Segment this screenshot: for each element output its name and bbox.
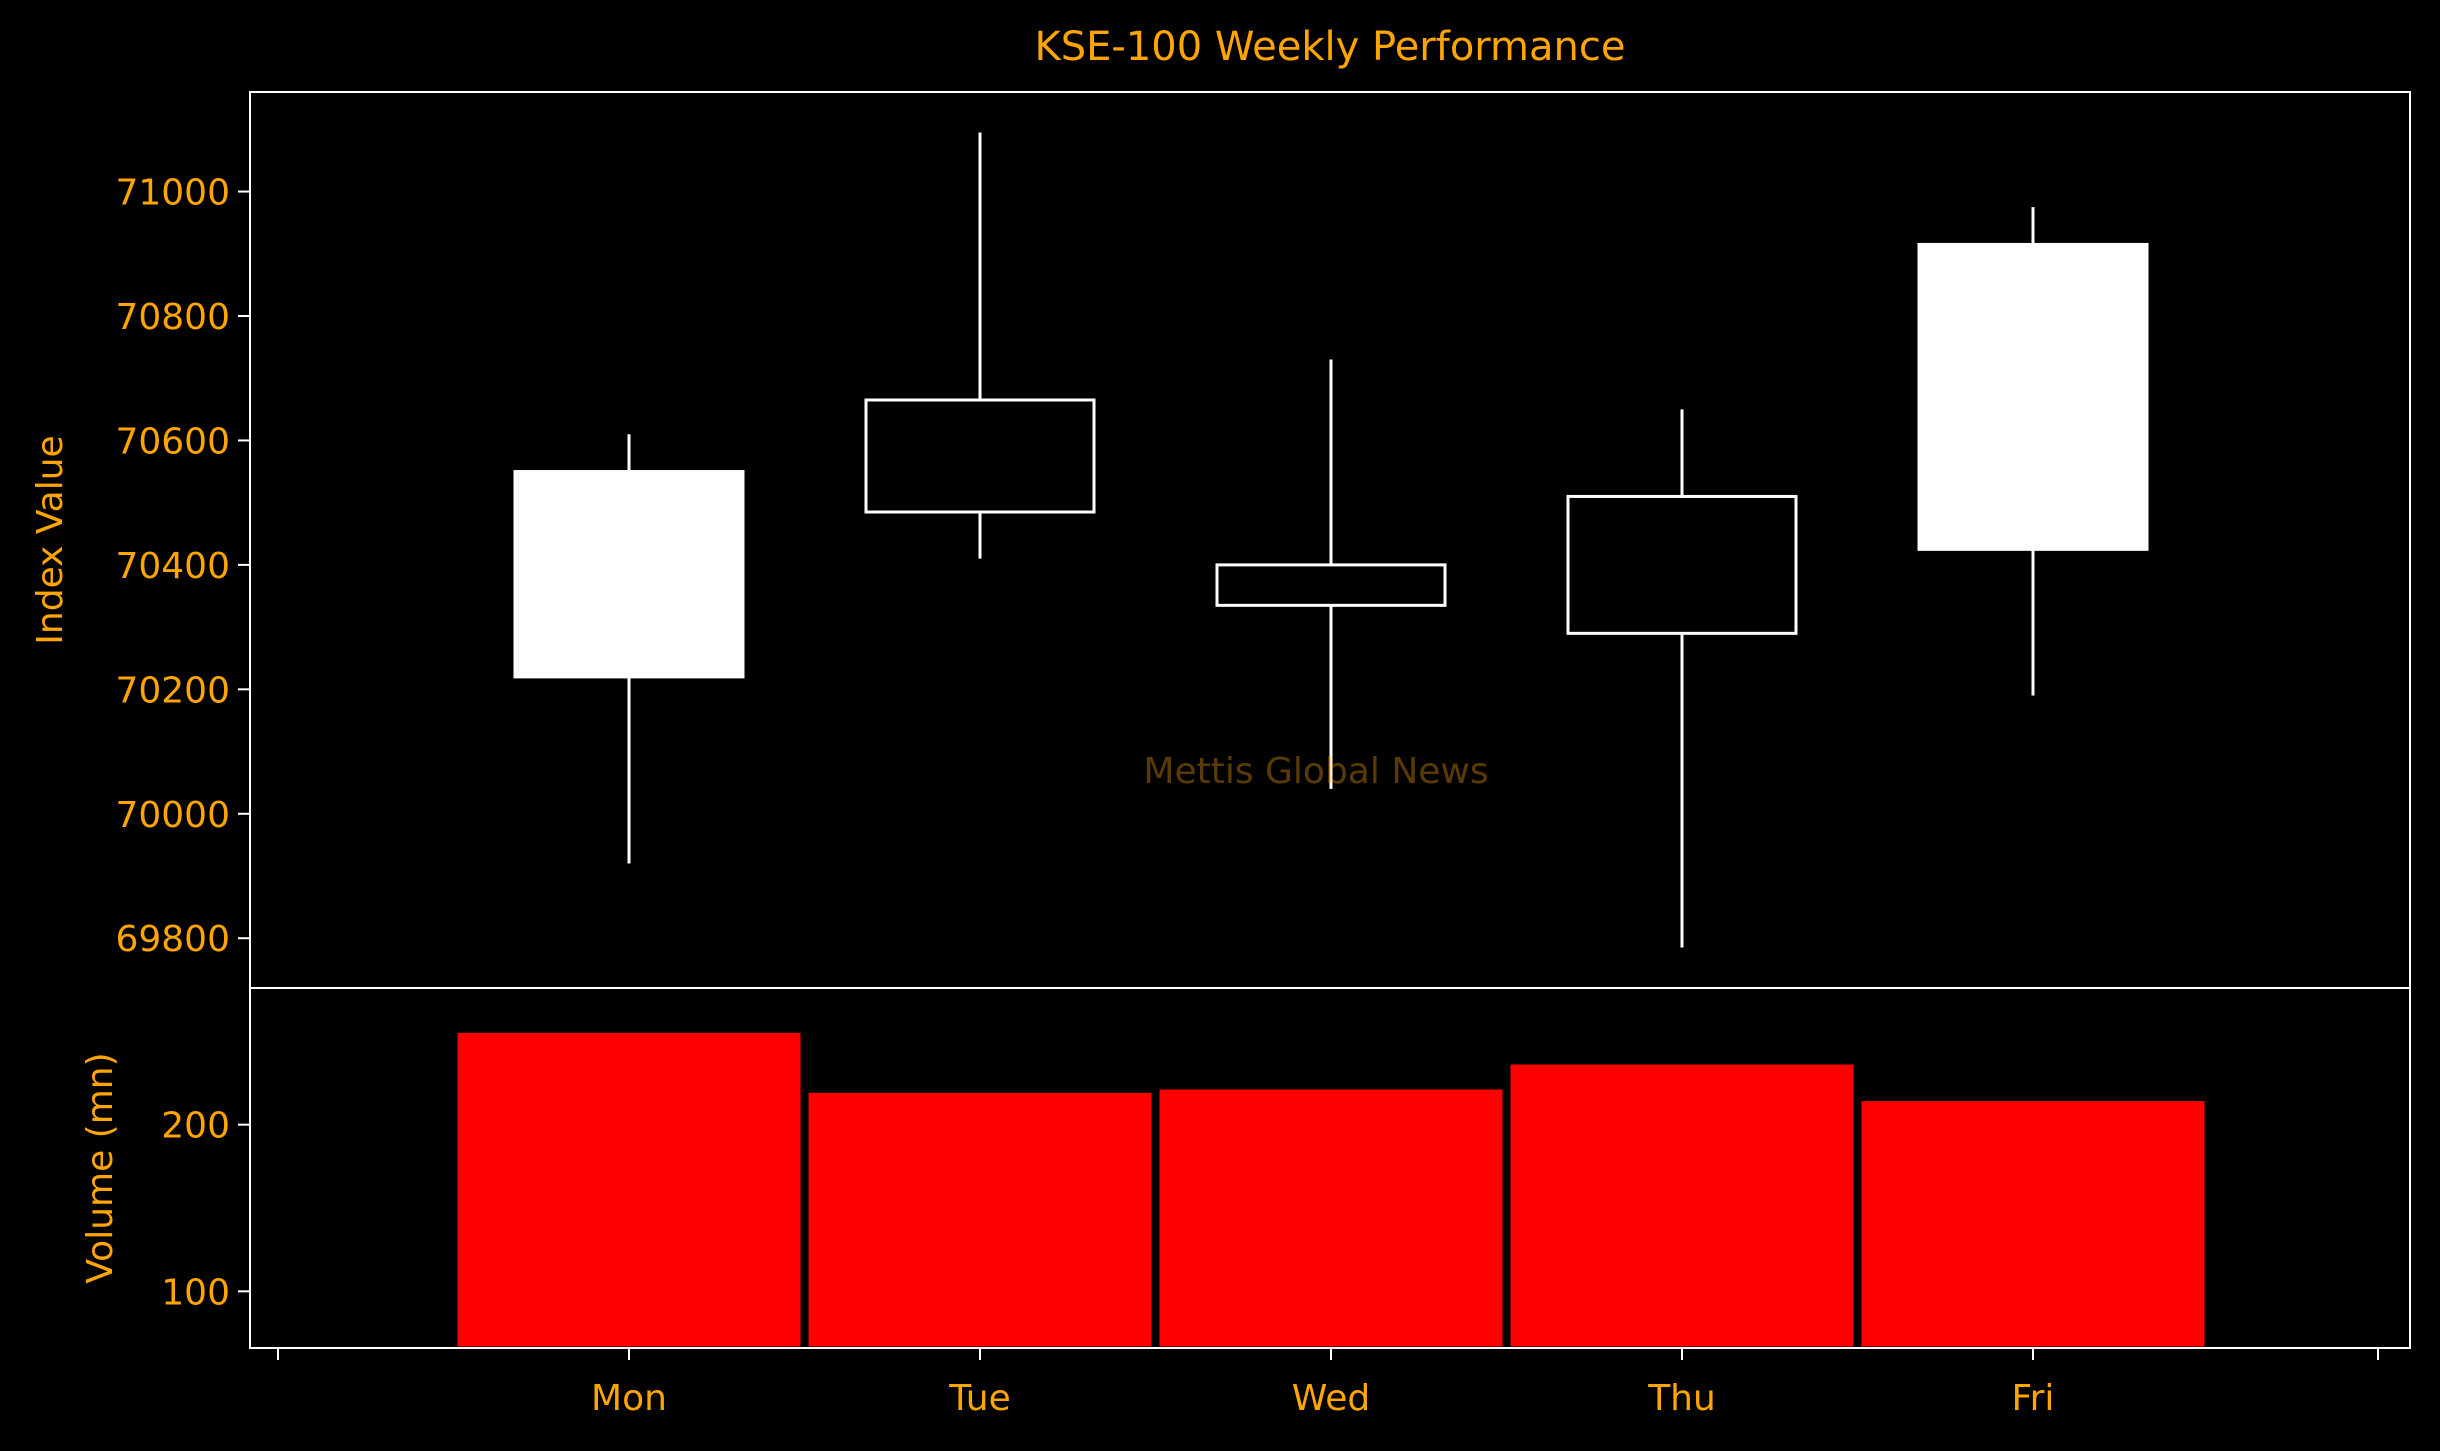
chart-title: KSE-100 Weekly Performance — [1035, 24, 1626, 70]
price-y-tick-label: 70600 — [115, 421, 230, 462]
volume-y-axis-label: Volume (mn) — [80, 1052, 121, 1283]
x-tick-label-thu: Thu — [1647, 1378, 1716, 1419]
volume-y-tick-label: 100 — [161, 1272, 230, 1313]
price-y-tick-label: 70000 — [115, 795, 230, 836]
x-tick-label-mon: Mon — [591, 1378, 667, 1419]
x-tick-label-tue: Tue — [948, 1378, 1011, 1419]
price-y-ticks: 69800 70000 70200 70400 70600 70800 71000 — [115, 173, 250, 960]
volume-bar-tue — [805, 1089, 1155, 1350]
watermark: Mettis Global News — [1143, 751, 1488, 792]
price-marks — [513, 132, 2149, 948]
candle-body-thu — [1566, 494, 1798, 635]
price-panel: Mettis Global News 69800 70000 70200 70400 7… — [30, 91, 2411, 989]
volume-y-tick-label: 200 — [161, 1106, 230, 1147]
volume-bar-fri — [1858, 1098, 2208, 1350]
volume-bar-wed — [1156, 1086, 1506, 1350]
price-y-tick-label: 71000 — [115, 173, 230, 214]
price-y-axis-label: Index Value — [30, 435, 71, 644]
candle-body-mon — [513, 470, 745, 679]
volume-y-ticks: 100 200 — [161, 1106, 250, 1313]
price-y-tick-label: 70800 — [115, 297, 230, 338]
x-axis-ticks: Mon Tue Wed Thu Fri — [277, 1348, 2379, 1419]
candle-body-fri — [1917, 242, 2149, 551]
x-tick-label-wed: Wed — [1292, 1378, 1371, 1419]
x-tick-label-fri: Fri — [2012, 1378, 2055, 1419]
volume-bar-mon — [454, 1029, 804, 1350]
candle-body-wed — [1215, 563, 1447, 607]
volume-panel: 100 200 Volume (mn) — [80, 987, 2411, 1350]
volume-marks — [454, 1029, 2208, 1350]
volume-bar-thu — [1507, 1061, 1857, 1350]
candle-body-tue — [864, 398, 1096, 514]
price-y-tick-label: 69800 — [115, 919, 230, 960]
price-y-tick-label: 70200 — [115, 670, 230, 711]
price-y-tick-label: 70400 — [115, 546, 230, 587]
